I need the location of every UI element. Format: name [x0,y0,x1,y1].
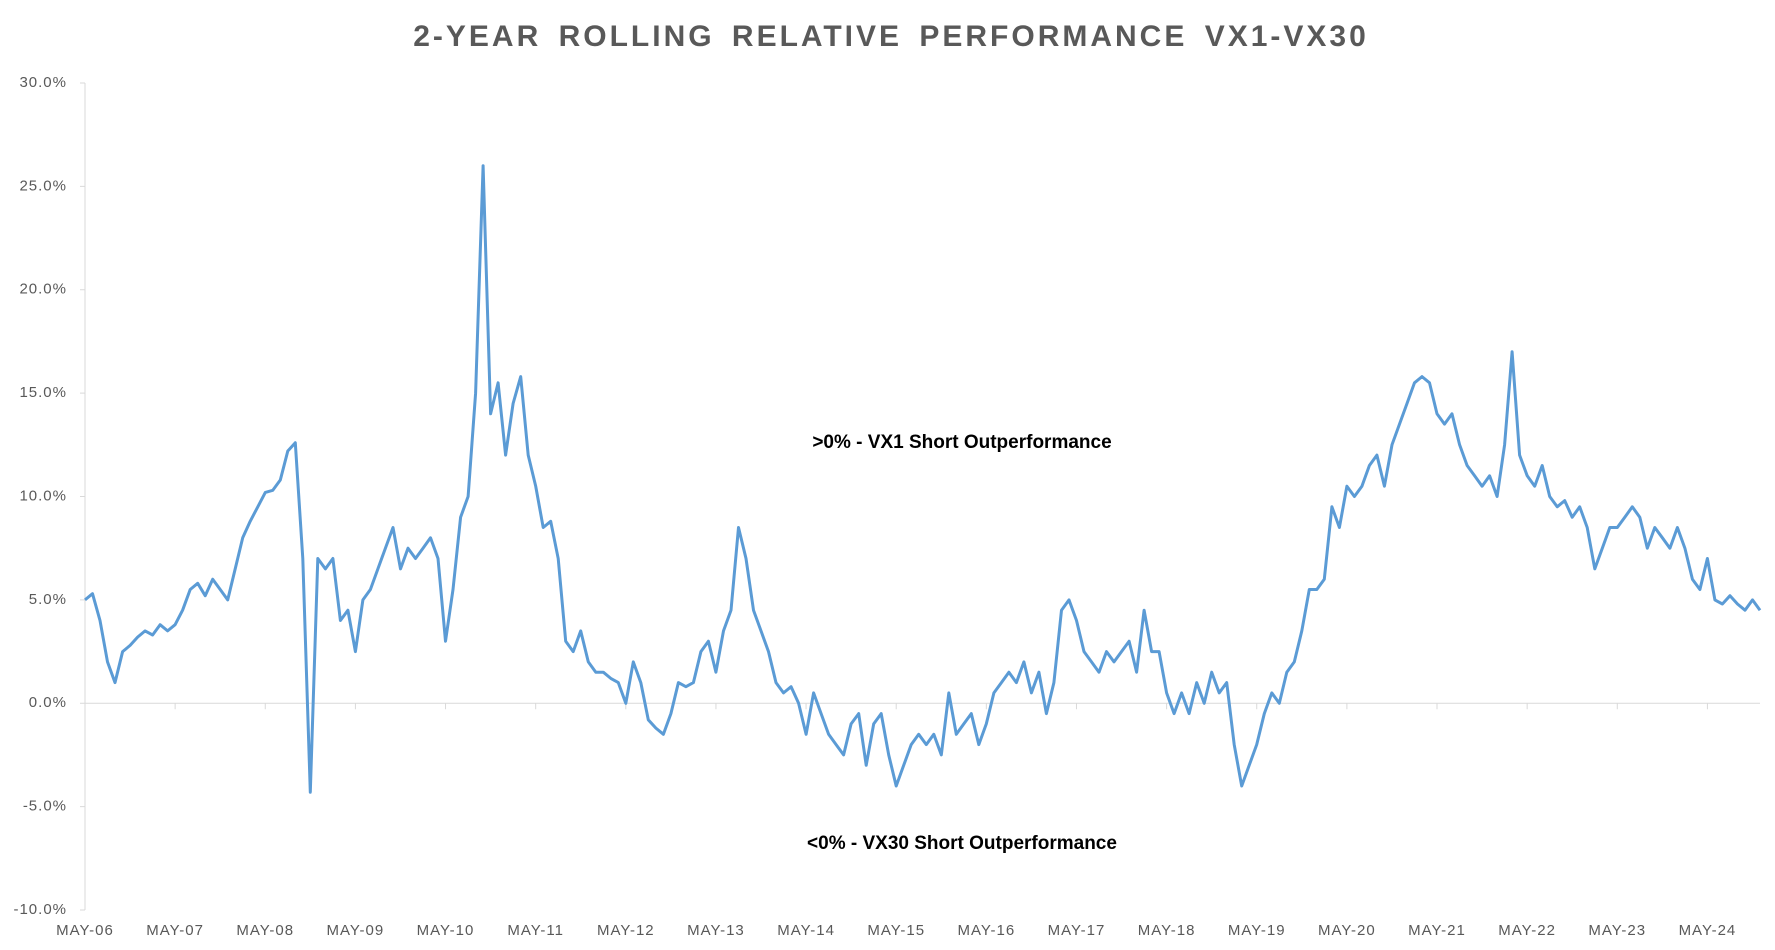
x-tick-label: MAY-22 [1498,922,1556,939]
x-tick-label: MAY-24 [1679,922,1737,939]
y-tick-label: 25.0% [19,177,67,194]
series-line [84,164,1762,794]
y-tick-label: 10.0% [19,487,67,504]
x-tick-label: MAY-16 [957,922,1015,939]
y-tick-label: 20.0% [19,281,67,298]
y-tick-label: 5.0% [29,591,67,608]
x-tick-label: MAY-14 [777,922,835,939]
annotation: >0% - VX1 Short Outperformance [812,432,1111,453]
chart-title: 2-YEAR ROLLING RELATIVE PERFORMANCE VX1-… [413,20,1369,53]
x-tick-label: MAY-10 [417,922,475,939]
x-tick-label: MAY-09 [327,922,385,939]
x-tick-label: MAY-18 [1138,922,1196,939]
x-tick-label: MAY-19 [1228,922,1286,939]
x-tick-label: MAY-11 [507,922,564,939]
x-tick-label: MAY-06 [56,922,114,939]
y-tick-label: -10.0% [13,901,67,918]
x-tick-label: MAY-23 [1588,922,1646,939]
x-tick-label: MAY-13 [687,922,745,939]
x-tick-label: MAY-17 [1048,922,1106,939]
y-tick-label: 15.0% [19,384,67,401]
y-tick-label: 30.0% [19,74,67,91]
y-tick-label: 0.0% [29,694,67,711]
x-tick-label: MAY-12 [597,922,655,939]
x-tick-label: MAY-07 [146,922,204,939]
x-tick-label: MAY-20 [1318,922,1376,939]
annotation: <0% - VX30 Short Outperformance [807,833,1117,854]
x-tick-label: MAY-21 [1408,922,1466,939]
x-tick-label: MAY-08 [236,922,294,939]
x-tick-label: MAY-15 [867,922,925,939]
y-tick-label: -5.0% [23,798,67,815]
